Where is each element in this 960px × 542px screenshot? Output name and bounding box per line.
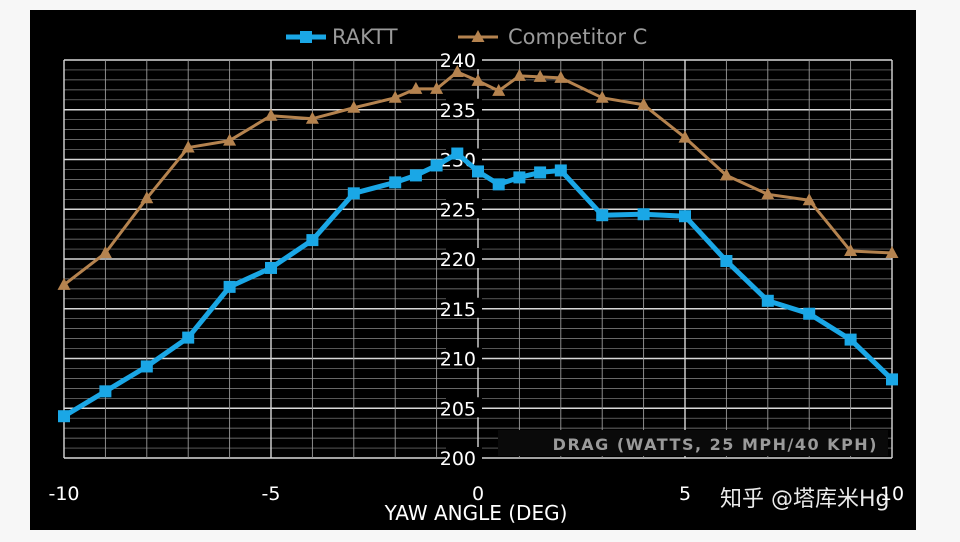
legend-swatch-marker — [300, 31, 312, 43]
data-point — [513, 171, 526, 184]
series-raktt — [58, 147, 898, 423]
data-point — [306, 234, 319, 247]
data-point — [471, 73, 485, 86]
data-point — [409, 81, 423, 94]
y-tick-label: 215 — [440, 299, 476, 321]
y-tick-label-bg — [446, 447, 482, 467]
x-axis-label: YAW ANGLE (DEG) — [384, 501, 568, 525]
data-point — [57, 277, 71, 290]
data-point — [98, 246, 112, 259]
data-point — [264, 108, 278, 121]
data-point — [534, 166, 547, 179]
data-point — [761, 294, 774, 307]
data-point — [265, 261, 277, 274]
data-point — [223, 133, 237, 146]
data-point — [886, 373, 898, 386]
chart-panel: 200 205 210 215 220 225 230 235 240 -10 -5 0 5 10 RA… — [30, 10, 916, 530]
data-point — [595, 90, 609, 103]
data-point — [389, 176, 402, 189]
x-tick-label: 0 — [472, 483, 484, 505]
data-point — [678, 130, 692, 143]
x-tick-label: 5 — [679, 483, 691, 505]
y-tick-label-bg — [446, 347, 482, 368]
y-tick-label: 240 — [440, 50, 476, 72]
data-point — [430, 159, 443, 172]
data-point — [347, 187, 360, 200]
data-point — [140, 191, 154, 204]
data-point — [182, 331, 195, 344]
data-point — [347, 100, 361, 113]
data-point — [223, 280, 236, 293]
y-tick-labels: 200 205 210 215 220 225 230 235 240 — [440, 49, 482, 470]
series-competitor-c — [57, 64, 899, 290]
x-tick-label: -5 — [262, 483, 281, 505]
series-layer — [57, 64, 899, 423]
legend-entry: RAKTT — [286, 25, 398, 49]
data-point — [844, 244, 858, 257]
data-point — [472, 165, 484, 178]
data-point — [637, 97, 651, 110]
data-point — [596, 209, 609, 222]
data-point — [803, 307, 816, 320]
data-point — [761, 187, 775, 200]
data-point — [720, 254, 733, 267]
legend-label: RAKTT — [332, 25, 398, 49]
y-tick-label-bg — [446, 49, 482, 69]
y-tick-label: 220 — [440, 249, 476, 271]
data-point — [181, 140, 195, 153]
data-point — [450, 64, 464, 77]
data-point — [451, 147, 464, 160]
data-point — [492, 83, 506, 96]
data-point — [58, 410, 70, 423]
x-tick-labels: -10 -5 0 5 10 — [48, 483, 904, 505]
data-point — [388, 90, 402, 103]
y-tick-label: 200 — [440, 448, 476, 470]
data-point — [679, 210, 691, 223]
y-tick-label-bg — [446, 248, 482, 268]
data-point — [719, 168, 733, 181]
data-point — [305, 111, 319, 124]
y-tick-label: 235 — [440, 100, 476, 122]
data-point — [492, 178, 505, 191]
data-point — [554, 164, 567, 177]
data-point — [533, 69, 547, 82]
data-point — [430, 81, 444, 94]
data-point — [554, 70, 568, 83]
data-point — [99, 385, 112, 398]
legend-entry: Competitor C — [458, 25, 647, 49]
y-tick-label-bg — [446, 297, 482, 318]
data-point — [885, 246, 899, 259]
x-tick-label: -10 — [48, 483, 79, 505]
data-point — [512, 68, 526, 81]
data-point — [802, 193, 816, 206]
legend-label: Competitor C — [508, 25, 647, 49]
y-tick-label: 210 — [440, 349, 476, 371]
data-point — [409, 169, 422, 182]
data-point — [637, 208, 650, 221]
y-tick-label: 230 — [440, 150, 476, 172]
yaw-drag-line-chart: 200 205 210 215 220 225 230 235 240 -10 -5 0 5 10 RA… — [48, 25, 904, 525]
legend: RAKTT Competitor C — [286, 25, 647, 49]
y-tick-label-bg — [446, 198, 482, 219]
drag-annotation-box — [498, 430, 888, 456]
y-tick-label-bg — [446, 397, 482, 418]
y-tick-label-bg — [446, 98, 482, 119]
data-point — [140, 360, 153, 373]
data-point — [844, 333, 857, 346]
y-tick-label: 205 — [440, 398, 476, 420]
drag-annotation-text: DRAG (WATTS, 25 MPH/40 KPH) — [553, 435, 878, 454]
legend-swatch-marker — [471, 30, 485, 42]
watermark: 知乎 @塔库米Hg — [720, 487, 890, 512]
y-tick-label: 225 — [440, 199, 476, 221]
x-tick-label: 10 — [880, 483, 904, 505]
drag-annotation: DRAG (WATTS, 25 MPH/40 KPH) — [498, 430, 888, 456]
